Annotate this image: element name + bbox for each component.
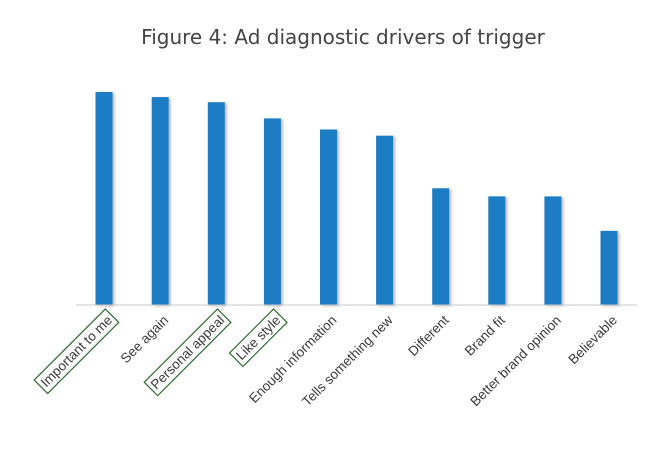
bar-better-brand-opinion — [544, 196, 562, 305]
x-tick-label-see-again: See again — [118, 313, 172, 367]
bar-tells-something-new — [376, 135, 394, 305]
x-tick-label-different: Different — [405, 312, 452, 359]
bar-like-style — [263, 118, 281, 306]
highlight-box-like-style — [228, 308, 288, 368]
x-tick-label-group: Important to me — [33, 308, 120, 395]
chart-title: Figure 4: Ad diagnostic drivers of trigg… — [141, 25, 545, 49]
x-tick-label-important-to-me: Important to me — [38, 313, 115, 390]
x-tick-label-group: See again — [118, 313, 172, 367]
bar-important-to-me — [95, 92, 113, 305]
bar-see-again — [151, 97, 169, 305]
x-tick-label-group: Like style — [228, 308, 288, 368]
bar-different — [432, 188, 450, 305]
bar-brand-fit — [488, 196, 506, 305]
bar-personal-appeal — [207, 102, 225, 305]
x-tick-label-group: Believable — [565, 313, 620, 368]
highlight-box-personal-appeal — [143, 308, 232, 397]
bar-enough-information — [320, 129, 337, 305]
x-tick-label-believable: Believable — [565, 313, 620, 368]
x-tick-label-like-style: Like style — [233, 313, 283, 363]
highlight-box-important-to-me — [33, 308, 120, 395]
x-tick-label-brand-fit: Brand fit — [462, 312, 508, 358]
x-tick-label-group: Brand fit — [462, 312, 508, 358]
bars-group — [95, 92, 618, 306]
bar-believable — [600, 230, 618, 305]
x-tick-label-group: Different — [405, 312, 452, 359]
